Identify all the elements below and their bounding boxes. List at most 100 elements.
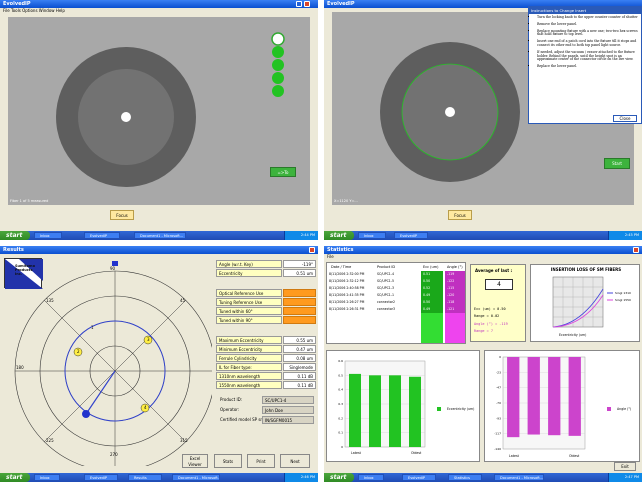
- table-cell: 8/11/2006 2:26:27 PM: [329, 300, 365, 304]
- task-item[interactable]: Inbox: [34, 232, 62, 239]
- task-item[interactable]: Inbox: [358, 232, 386, 239]
- metric-value: 0.11 dB: [283, 381, 316, 389]
- insertion-loss-plot: [552, 276, 613, 328]
- y-tick-label: 0.3: [338, 402, 343, 406]
- next-button[interactable]: Next: [280, 454, 310, 468]
- instruction-step: Remove the lower panel.: [537, 22, 638, 27]
- taskbar: start Inbox EvolvedIP Results Document1 …: [0, 473, 318, 482]
- system-tray-clock: 2:45 PM: [608, 231, 642, 240]
- status-led-icon: [272, 85, 284, 97]
- table-cell: 8/11/2006 2:32:00 PM: [329, 272, 365, 276]
- title-bar: Results: [0, 246, 318, 254]
- table-cell: 0.51: [421, 271, 443, 278]
- menu-bar[interactable]: File: [324, 254, 642, 260]
- legend-entry: Singl 1310: [615, 291, 631, 295]
- col-header: Ecc (um): [423, 265, 439, 269]
- stats-line: Angle (°) = -119: [474, 322, 508, 326]
- system-tray-clock: 2:47 PM: [608, 473, 642, 482]
- bar: [349, 373, 361, 447]
- start-button[interactable]: start: [324, 231, 354, 240]
- operator-value: John Doe: [262, 406, 314, 414]
- start-button[interactable]: start: [0, 231, 30, 240]
- status-led-icon: [272, 46, 284, 58]
- start-measure-button[interactable]: Start: [604, 158, 630, 169]
- bar-cat-label: Oldest: [569, 454, 580, 458]
- task-item[interactable]: Inbox: [34, 474, 60, 481]
- task-item[interactable]: Document1 - Microsoft...: [134, 232, 186, 239]
- excel-viewer-button[interactable]: Excel Viewer: [182, 454, 208, 468]
- table-cell: 0.49: [421, 306, 443, 313]
- fiber-image: [56, 32, 285, 187]
- table-cell: 8/11/2006 2:40:58 PM: [329, 286, 365, 290]
- legend-entry: Angle (°): [607, 407, 631, 411]
- metric-value: Singlemode: [283, 363, 316, 371]
- close-button[interactable]: [633, 247, 639, 253]
- table-cell: SC/UPC1-5: [377, 279, 395, 283]
- task-item[interactable]: EvolvedIP: [402, 474, 436, 481]
- plot-title: INSERTION LOSS OF SM FIBERS: [550, 267, 622, 272]
- menu-bar[interactable]: File Tools Options Window Help: [0, 8, 318, 14]
- measure-point: [140, 403, 150, 413]
- table-cell: 8/11/2006 2:41:35 PM: [329, 293, 365, 297]
- metric-label: Ferrule Cylindricity: [216, 354, 282, 362]
- logo-text: Sumitomo Products Inc.: [15, 264, 35, 276]
- instruction-step: Insert one end of a patch cord into the …: [537, 39, 638, 48]
- fiber-image: [380, 42, 520, 182]
- close-instructions-button[interactable]: Close: [613, 115, 637, 122]
- task-item[interactable]: Statistics: [448, 474, 482, 481]
- close-button[interactable]: [309, 247, 315, 253]
- table-cell: 0.50: [421, 299, 443, 306]
- bar: [527, 357, 540, 435]
- start-button[interactable]: start: [0, 473, 30, 482]
- model-value: IN/SGFM0015: [262, 416, 314, 424]
- task-item[interactable]: Inbox: [358, 474, 384, 481]
- legend-entry: Eccentricity (um): [437, 407, 474, 411]
- stats-button[interactable]: Stats: [214, 454, 242, 468]
- metric-label: 1310nm wavelength: [216, 372, 282, 380]
- y-tick-label: 0: [499, 355, 501, 359]
- title-bar: Statistics: [324, 246, 642, 254]
- y-tick-label: -93: [496, 416, 501, 420]
- angle-bar-chart: -140 -117 -93 -70 -47 -23 0: [494, 355, 586, 451]
- metric-value: 0.55 um: [283, 336, 316, 344]
- window-statistics: Statistics File Date / Time Product ID E…: [324, 246, 642, 482]
- focus-button[interactable]: Focus: [110, 210, 134, 220]
- go-button[interactable]: =>To: [270, 167, 296, 177]
- task-item[interactable]: EvolvedIP: [84, 474, 118, 481]
- y-tick-label: -140: [494, 447, 501, 451]
- status-text: Fiber 1 of 5 measured: [10, 199, 49, 203]
- point-label: 1: [91, 325, 94, 330]
- task-item[interactable]: EvolvedIP: [84, 232, 120, 239]
- metric-value: 0.47 um: [283, 345, 316, 353]
- print-button[interactable]: Print: [247, 454, 275, 468]
- average-input[interactable]: 4: [485, 279, 513, 290]
- task-item[interactable]: Document1 - Microsoft...: [172, 474, 220, 481]
- task-item[interactable]: Document1 - Microsoft...: [494, 474, 544, 481]
- average-title: Average of last :: [475, 268, 513, 273]
- polar-plot: [14, 261, 216, 472]
- eccentricity-point: [82, 410, 90, 418]
- y-tick-label: -70: [496, 401, 501, 405]
- metric-label: IL for Fiber type:: [216, 363, 282, 371]
- table-cell: SC/UPC1-4: [377, 272, 395, 276]
- metric-value: 0.08 um: [283, 354, 316, 362]
- system-tray-clock: 2:44 PM: [284, 231, 318, 240]
- y-tick-label: 0.2: [338, 416, 343, 420]
- company-logo: Sumitomo Products Inc.: [4, 258, 43, 289]
- y-tick-label: -117: [494, 432, 501, 436]
- table-cell: -119: [445, 271, 465, 278]
- ref-label: Optical Reference Use: [216, 289, 282, 297]
- minimize-button[interactable]: [296, 1, 302, 7]
- start-button[interactable]: start: [324, 473, 354, 482]
- y-tick-label: 0: [341, 445, 343, 449]
- task-item[interactable]: Results: [128, 474, 162, 481]
- stats-line: Range = 7: [474, 329, 493, 333]
- title-bar: EvolvedIP: [324, 0, 642, 8]
- focus-button[interactable]: Focus: [448, 210, 472, 220]
- eccentricity-bar-chart: 0 0.1 0.2 0.3 0.4 0.5 0.6: [338, 359, 426, 449]
- table-cell: -115: [445, 285, 465, 292]
- exit-button[interactable]: Exit: [614, 462, 636, 471]
- close-button[interactable]: [304, 1, 310, 7]
- bar: [568, 357, 581, 436]
- task-item[interactable]: EvolvedIP: [394, 232, 428, 239]
